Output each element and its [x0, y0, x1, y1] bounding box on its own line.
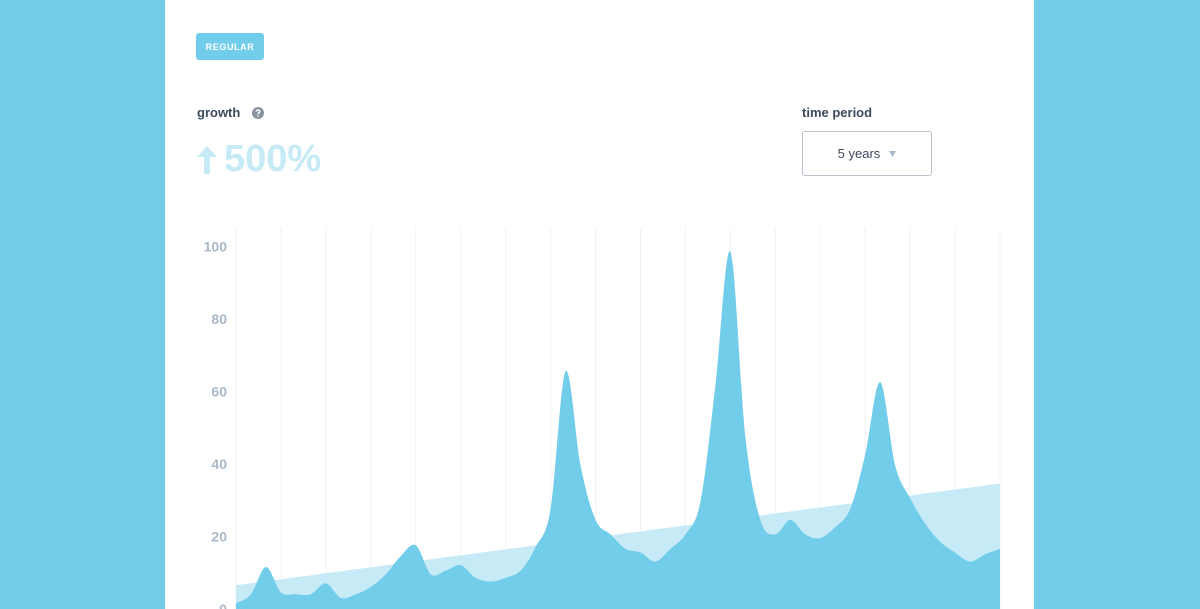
- y-tick-label: 60: [211, 384, 227, 400]
- y-tick-label: 80: [211, 311, 227, 327]
- dropdown-value[interactable]: 5 years: [837, 146, 881, 161]
- up-arrow: [197, 146, 217, 174]
- area: [236, 251, 1000, 609]
- y-tick-label: 20: [211, 529, 227, 545]
- caret: [889, 150, 897, 157]
- time-period-dropdown[interactable]: 5 years: [802, 131, 932, 176]
- help-icon[interactable]: [252, 107, 264, 119]
- badge: REGULAR: [196, 33, 264, 60]
- time-period-label: time period: [802, 105, 873, 120]
- y-tick-label: 100: [204, 239, 228, 255]
- growth-value: 500%: [224, 138, 322, 180]
- growth-label: growth: [197, 105, 241, 120]
- y-tick-label: 0: [219, 601, 227, 609]
- y-tick-label: 40: [211, 456, 227, 472]
